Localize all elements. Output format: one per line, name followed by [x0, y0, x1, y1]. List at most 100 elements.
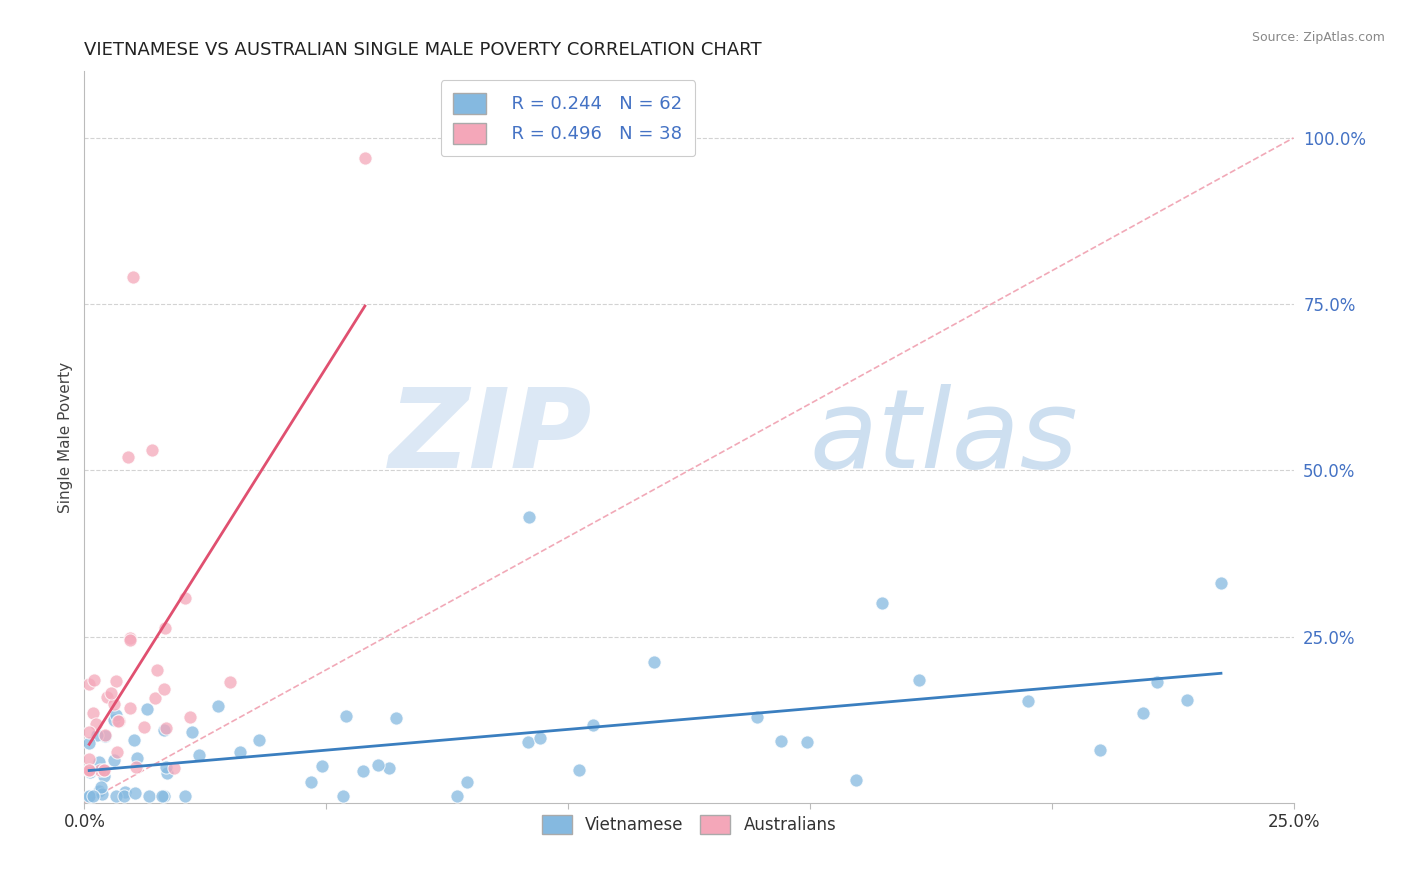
Point [136, 702, 159, 716]
Point [229, 745, 252, 759]
Point [1209, 576, 1232, 591]
Point [153, 682, 176, 697]
Point [86, 728, 108, 742]
Point [117, 450, 139, 464]
Point [332, 789, 354, 804]
Point [122, 733, 145, 747]
Point [152, 789, 174, 804]
Point [143, 690, 166, 705]
Point [1175, 693, 1198, 707]
Point [77, 763, 100, 777]
Point [153, 789, 176, 804]
Point [845, 772, 868, 787]
Point [93, 763, 115, 777]
Point [83, 673, 105, 687]
Text: VIETNAMESE VS AUSTRALIAN SINGLE MALE POVERTY CORRELATION CHART: VIETNAMESE VS AUSTRALIAN SINGLE MALE POV… [84, 41, 762, 59]
Point [103, 697, 125, 711]
Point [299, 774, 322, 789]
Point [153, 621, 176, 635]
Point [207, 698, 229, 713]
Point [104, 708, 127, 723]
Point [121, 270, 143, 285]
Point [568, 763, 591, 777]
Point [89, 763, 111, 777]
Point [127, 751, 149, 765]
Point [103, 753, 125, 767]
Text: ZIP: ZIP [388, 384, 592, 491]
Legend: Vietnamese, Australians: Vietnamese, Australians [530, 803, 848, 846]
Point [354, 151, 377, 165]
Point [219, 675, 242, 690]
Point [173, 591, 195, 605]
Point [79, 789, 101, 804]
Point [107, 714, 129, 728]
Point [155, 760, 177, 774]
Point [93, 728, 115, 742]
Point [311, 759, 333, 773]
Point [132, 720, 155, 734]
Point [77, 763, 100, 777]
Point [93, 763, 115, 777]
Point [188, 747, 211, 762]
Point [907, 673, 929, 688]
Point [120, 632, 142, 647]
Point [105, 674, 128, 689]
Point [769, 734, 792, 748]
Point [125, 759, 148, 773]
Point [96, 690, 118, 704]
Point [446, 789, 468, 804]
Point [79, 765, 101, 780]
Point [180, 724, 202, 739]
Point [581, 718, 603, 732]
Point [517, 509, 540, 524]
Point [378, 761, 401, 775]
Point [138, 789, 160, 804]
Point [112, 789, 135, 804]
Point [82, 789, 104, 804]
Point [79, 763, 101, 777]
Point [77, 724, 100, 739]
Point [367, 757, 389, 772]
Point [90, 787, 112, 801]
Point [77, 789, 100, 804]
Point [1017, 694, 1039, 708]
Point [335, 709, 357, 723]
Point [153, 723, 176, 737]
Point [108, 714, 131, 729]
Point [94, 729, 117, 743]
Point [103, 713, 125, 727]
Point [163, 761, 186, 775]
Point [385, 711, 408, 725]
Point [1146, 675, 1168, 690]
Point [120, 631, 142, 645]
Point [105, 745, 128, 759]
Point [155, 721, 177, 735]
Point [84, 717, 107, 731]
Point [93, 769, 115, 783]
Point [1088, 742, 1111, 756]
Point [745, 710, 768, 724]
Point [352, 764, 374, 778]
Point [77, 736, 100, 750]
Point [90, 780, 112, 794]
Text: Source: ZipAtlas.com: Source: ZipAtlas.com [1251, 31, 1385, 45]
Point [249, 732, 271, 747]
Point [529, 731, 551, 745]
Point [77, 677, 100, 691]
Point [104, 789, 127, 804]
Point [114, 785, 136, 799]
Text: atlas: atlas [810, 384, 1078, 491]
Point [456, 775, 478, 789]
Point [517, 735, 540, 749]
Point [796, 735, 818, 749]
Point [118, 701, 141, 715]
Point [82, 706, 104, 720]
Point [643, 655, 665, 669]
Point [872, 596, 894, 610]
Point [100, 686, 122, 700]
Point [89, 756, 111, 770]
Point [173, 789, 195, 804]
Y-axis label: Single Male Poverty: Single Male Poverty [58, 361, 73, 513]
Point [77, 752, 100, 766]
Point [124, 786, 146, 800]
